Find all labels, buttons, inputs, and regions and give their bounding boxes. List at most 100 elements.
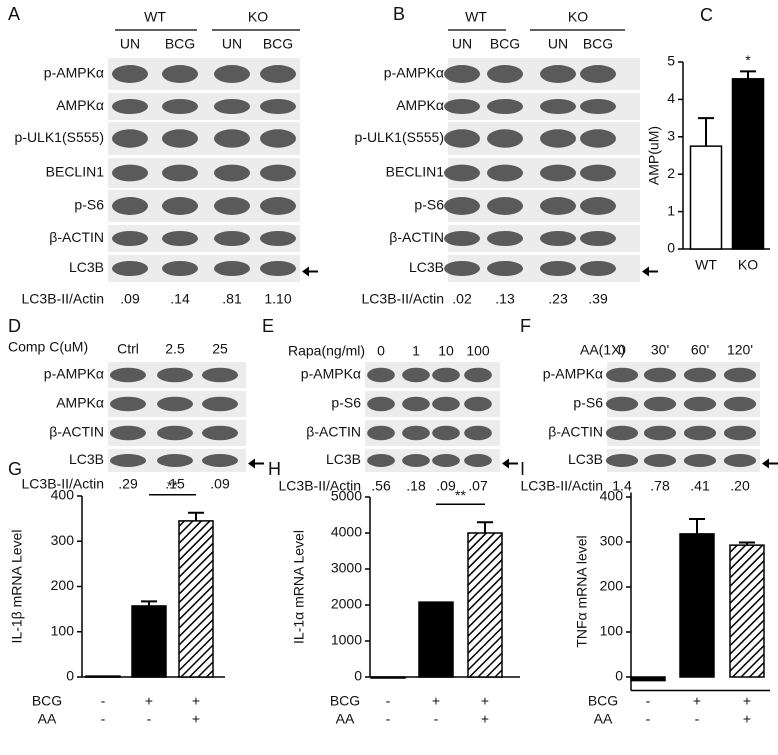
- blot-band: [157, 367, 193, 383]
- blot-band: [432, 396, 460, 412]
- lane-label: Ctrl: [117, 341, 139, 357]
- blot-strip: [607, 449, 760, 472]
- blot-band: [444, 230, 480, 247]
- condition-value: +: [481, 693, 489, 709]
- blot-band: [367, 454, 395, 467]
- blot-band: [162, 260, 198, 277]
- condition-value: -: [386, 711, 391, 727]
- blot-band: [110, 454, 146, 467]
- condition-value: +: [743, 693, 751, 709]
- blot-band: [683, 425, 717, 441]
- panel-letter: F: [520, 316, 531, 336]
- condition-name: AA: [336, 711, 355, 727]
- blot-label: LC3B: [568, 451, 603, 467]
- blot-band: [580, 65, 616, 83]
- blot-band: [444, 260, 480, 277]
- y-tick-label: 400: [51, 487, 75, 503]
- blot-band: [487, 260, 523, 277]
- blot-band: [110, 367, 146, 383]
- condition-name: AA: [594, 711, 613, 727]
- condition-value: -: [101, 693, 106, 709]
- condition-name: BCG: [588, 693, 618, 709]
- significance-label: **: [167, 477, 178, 493]
- panel-letter: D: [8, 316, 21, 336]
- quant-value: .13: [495, 291, 515, 307]
- blot-band: [202, 454, 238, 467]
- blot-band: [402, 367, 430, 383]
- blot-band: [157, 425, 193, 441]
- blot-label: p-S6: [74, 197, 104, 213]
- blot-band: [540, 260, 576, 277]
- panel-letter: I: [520, 459, 525, 479]
- blot-band: [723, 454, 757, 467]
- condition-value: +: [432, 693, 440, 709]
- blot-band: [214, 65, 250, 83]
- quant-value: .20: [730, 478, 750, 494]
- condition-name: BCG: [32, 693, 62, 709]
- blot-band: [580, 164, 616, 182]
- lane-label: 100: [466, 343, 490, 359]
- blot-band: [683, 454, 717, 467]
- condition-value: +: [145, 693, 153, 709]
- blot-band: [540, 197, 576, 215]
- blot-band: [444, 65, 480, 83]
- condition-value: -: [101, 711, 106, 727]
- blot-band: [643, 454, 677, 467]
- quant-value: .07: [468, 478, 488, 494]
- panel-letter: B: [393, 4, 405, 24]
- y-axis-label: AMP(uM): [646, 126, 662, 185]
- error-bar: [689, 518, 705, 534]
- blot-label: AMPKα: [56, 395, 104, 411]
- blot-band: [162, 230, 198, 247]
- blot-band: [157, 396, 193, 412]
- blot-band: [643, 396, 677, 412]
- quant-value: 1.10: [264, 291, 291, 307]
- quant-value: .18: [406, 478, 426, 494]
- lane-label: UN: [452, 36, 472, 52]
- blot-band: [464, 425, 492, 441]
- quant-label: LC3B-II/Actin: [362, 291, 444, 307]
- blot-label: β-ACTIN: [548, 424, 603, 440]
- blot-band: [580, 197, 616, 215]
- blot-band: [162, 164, 198, 182]
- blot-band: [260, 129, 296, 148]
- bar: [731, 78, 765, 250]
- y-tick-label: 0: [615, 668, 623, 684]
- condition-value: -: [646, 693, 651, 709]
- blot-band: [214, 230, 250, 247]
- lane-label: UN: [548, 36, 568, 52]
- blot-band: [367, 425, 395, 441]
- error-bar: [188, 511, 204, 521]
- lane-label: BCG: [490, 36, 520, 52]
- panel-letter: H: [268, 459, 281, 479]
- blot-label: β-ACTIN: [306, 424, 361, 440]
- blot-band: [643, 367, 677, 383]
- quant-value: .23: [548, 291, 568, 307]
- y-tick-label: 4000: [331, 524, 362, 540]
- group-label: WT: [465, 9, 487, 25]
- y-tick-label: 200: [51, 577, 75, 593]
- blot-label: AMPKα: [396, 97, 444, 113]
- lane-label: UN: [222, 36, 242, 52]
- quant-value: 1.4: [612, 478, 632, 494]
- quant-value: .14: [170, 291, 190, 307]
- blot-label: β-ACTIN: [49, 424, 104, 440]
- blot-band: [683, 367, 717, 383]
- quant-label: LC3B-II/Actin: [22, 291, 104, 307]
- bar: [679, 533, 715, 678]
- y-tick-label: 4: [667, 90, 675, 106]
- blot-band: [112, 98, 148, 115]
- blot-band: [260, 164, 296, 182]
- blot-band: [683, 396, 717, 412]
- lane-label: BCG: [165, 36, 195, 52]
- blot-band: [723, 396, 757, 412]
- bar: [85, 675, 121, 678]
- condition-value: +: [693, 693, 701, 709]
- y-tick-label: 2000: [331, 596, 362, 612]
- panel-letter: A: [8, 4, 20, 24]
- significance-label: **: [455, 487, 466, 503]
- blot-band: [487, 98, 523, 115]
- blot-band: [112, 129, 148, 148]
- error-bar: [739, 541, 755, 546]
